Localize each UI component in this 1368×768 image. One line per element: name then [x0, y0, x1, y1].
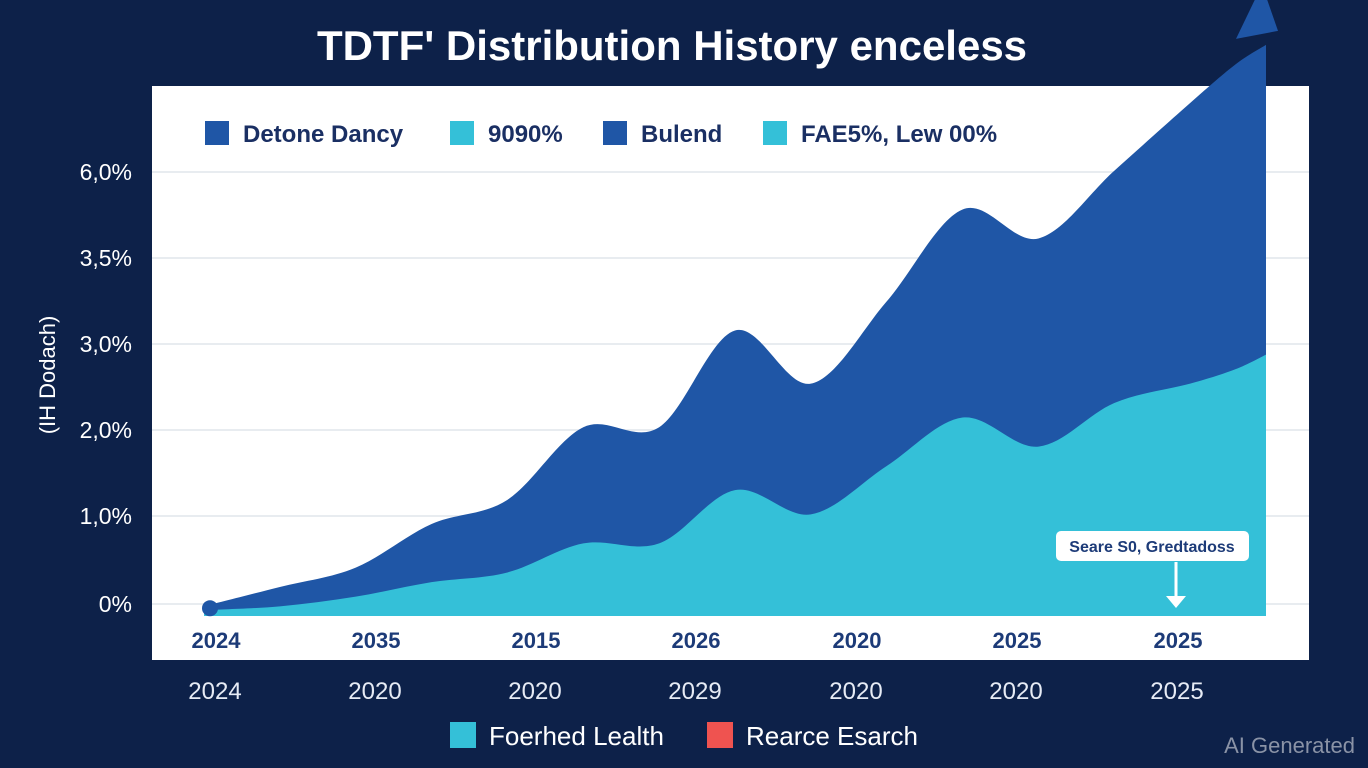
legend-top: Detone Dancy 9090% Bulend FAE5%, Lew 00%	[205, 121, 997, 148]
annotation-text: Seare S0, Gredtadoss	[1069, 539, 1235, 556]
x-tick-label-inner: 2015	[512, 628, 561, 653]
bottom-legend-swatch	[707, 722, 733, 748]
x-tick-label-outer: 2020	[829, 678, 882, 705]
y-axis-ticks: 0% 1,0% 2,0% 3,0% 3,5% 6,0%	[80, 159, 132, 617]
y-tick-label: 3,0%	[80, 331, 132, 357]
x-tick-label-inner: 2025	[993, 628, 1042, 653]
x-axis-ticks-outer: 2024 2020 2020 2029 2020 2020 2025	[188, 678, 1203, 705]
legend-swatch	[450, 121, 474, 145]
y-axis-label: (IH Dodach)	[35, 316, 60, 435]
x-tick-label-inner: 2020	[833, 628, 882, 653]
x-tick-label-inner: 2035	[352, 628, 401, 653]
bottom-legend-label: Foerhed Lealth	[489, 721, 664, 751]
y-tick-label: 0%	[99, 591, 132, 617]
y-tick-label: 2,0%	[80, 417, 132, 443]
legend-swatch	[205, 121, 229, 145]
area-secondary	[204, 354, 1266, 616]
legend-label: 9090%	[488, 121, 563, 148]
x-tick-label-outer: 2029	[668, 678, 721, 705]
chart-title: TDTF' Distribution History enceless	[317, 22, 1027, 69]
y-tick-label: 3,5%	[80, 245, 132, 271]
start-point-marker	[202, 600, 218, 617]
y-tick-label: 6,0%	[80, 159, 132, 185]
x-tick-label-inner: 2025	[1154, 628, 1203, 653]
annotation-callout: Seare S0, Gredtadoss	[1054, 529, 1251, 608]
annotation-box	[1054, 529, 1251, 563]
trend-arrow	[1236, 0, 1278, 39]
watermark: AI Generated	[1224, 733, 1355, 758]
x-tick-label-outer: 2020	[508, 678, 561, 705]
legend-label: FAE5%, Lew 00%	[801, 121, 997, 148]
x-tick-label-outer: 2020	[989, 678, 1042, 705]
x-axis-ticks-inner: 2024 2035 2015 2026 2020 2025 2025	[192, 628, 1203, 653]
x-tick-label-outer: 2020	[348, 678, 401, 705]
legend-bottom: Foerhed Lealth Rearce Esarch	[450, 721, 918, 751]
trend-arrowhead	[1236, 0, 1278, 39]
x-tick-label-outer: 2024	[188, 678, 241, 705]
legend-label: Bulend	[641, 121, 722, 148]
legend-label: Detone Dancy	[243, 121, 404, 148]
annotation-arrowhead	[1166, 596, 1186, 608]
area-series	[202, 44, 1266, 617]
x-tick-label-inner: 2024	[192, 628, 242, 653]
legend-swatch	[763, 121, 787, 145]
legend-swatch	[603, 121, 627, 145]
bottom-legend-label: Rearce Esarch	[746, 721, 918, 751]
x-tick-label-outer: 2025	[1150, 678, 1203, 705]
y-tick-label: 1,0%	[80, 503, 132, 529]
x-tick-label-inner: 2026	[672, 628, 721, 653]
bottom-legend-swatch	[450, 722, 476, 748]
